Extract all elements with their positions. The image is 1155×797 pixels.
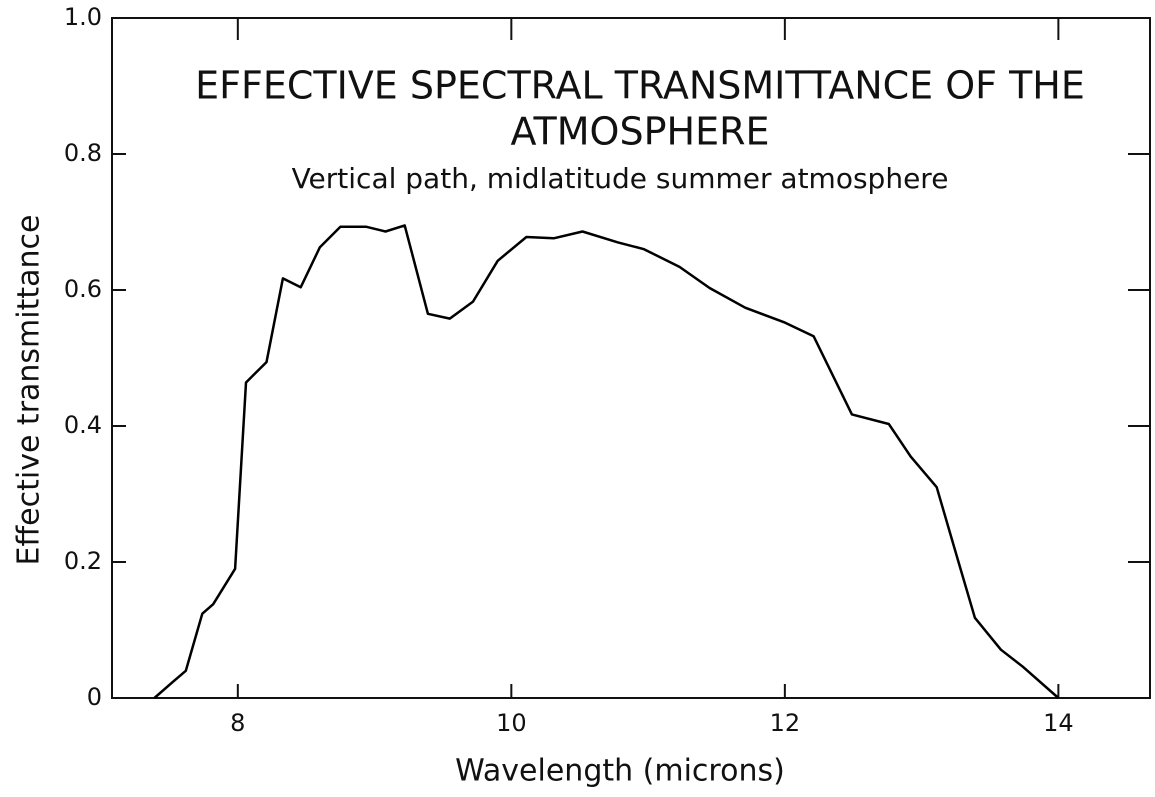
y-axis-label: Effective transmittance [12,215,47,566]
chart-title: ATMOSPHERE [511,110,770,154]
x-axis-label: Wavelength (microns) [455,754,785,789]
chart-title: EFFECTIVE SPECTRAL TRANSMITTANCE OF THE [195,64,1085,108]
y-tick-label: 0.8 [64,139,102,167]
x-tick-label: 12 [770,709,801,737]
x-tick-label: 14 [1043,709,1074,737]
y-tick-label: 0.4 [64,411,102,439]
data-line [153,224,1060,699]
y-tick-label: 0 [87,683,102,711]
chart-subtitle: Vertical path, midlatitude summer atmosp… [292,162,949,195]
y-tick-label: 0.2 [64,547,102,575]
y-tick-label: 0.6 [64,275,102,303]
x-tick-label: 10 [496,709,527,737]
plot-frame [111,17,1151,699]
y-tick-label: 1.0 [64,3,102,31]
x-tick-label: 8 [230,709,245,737]
